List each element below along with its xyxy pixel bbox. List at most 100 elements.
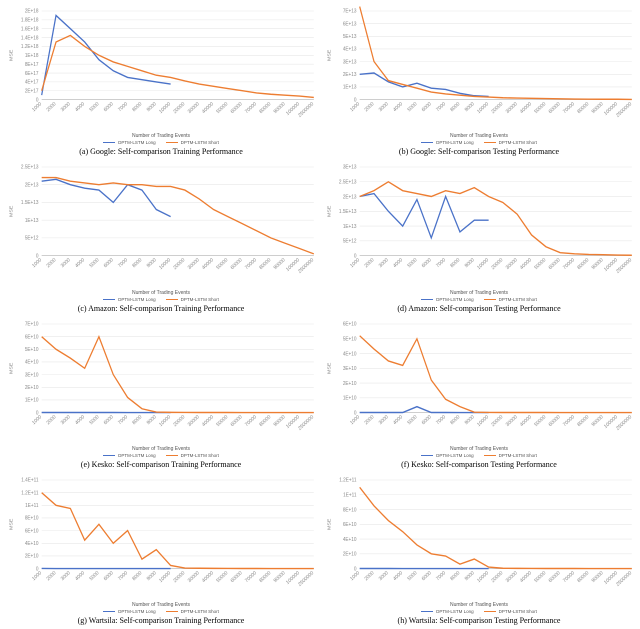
svg-text:6000: 6000: [103, 413, 115, 425]
svg-text:7000: 7000: [435, 570, 447, 582]
svg-text:2E+10: 2E+10: [343, 551, 357, 557]
svg-text:50000: 50000: [215, 257, 229, 271]
svg-text:8000: 8000: [132, 570, 144, 582]
legend-label-short: DPTM-LSTM Short: [499, 453, 537, 458]
svg-text:6E+10: 6E+10: [343, 522, 357, 528]
svg-text:1.4E+11: 1.4E+11: [21, 477, 38, 483]
svg-text:2000: 2000: [364, 101, 376, 113]
svg-text:5000: 5000: [407, 257, 419, 269]
x-axis-label: Number of Trading Events: [450, 446, 508, 452]
svg-text:20000: 20000: [490, 101, 504, 115]
svg-text:70000: 70000: [562, 570, 576, 584]
svg-text:1.4E+18: 1.4E+18: [21, 35, 39, 41]
panel-caption: (e) Kesko: Self-comparison Training Perf…: [81, 460, 241, 469]
svg-text:9000: 9000: [146, 101, 158, 113]
svg-text:3000: 3000: [60, 570, 72, 582]
svg-text:50000: 50000: [533, 101, 547, 115]
svg-text:1E+10: 1E+10: [343, 395, 357, 401]
svg-text:2E+13: 2E+13: [343, 72, 357, 78]
svg-text:40000: 40000: [519, 570, 533, 584]
svg-text:1E+11: 1E+11: [25, 503, 39, 509]
svg-text:1E+10: 1E+10: [25, 397, 39, 403]
svg-text:9000: 9000: [464, 413, 476, 425]
svg-text:9000: 9000: [146, 257, 158, 269]
svg-text:6000: 6000: [103, 257, 115, 269]
svg-text:2E+10: 2E+10: [343, 380, 357, 386]
svg-text:MSE: MSE: [327, 205, 333, 217]
chart-area: 1.4E+111.2E+111E+118E+106E+104E+102E+100…: [4, 473, 318, 601]
legend-label-long: DPTM-LSTM Long: [118, 297, 156, 302]
x-axis-label: Number of Trading Events: [132, 602, 190, 608]
svg-text:4000: 4000: [392, 257, 404, 269]
svg-text:30000: 30000: [505, 257, 519, 271]
svg-text:8000: 8000: [450, 413, 462, 425]
x-axis-label: Number of Trading Events: [132, 446, 190, 452]
svg-text:8000: 8000: [450, 101, 462, 113]
svg-text:5E+12: 5E+12: [343, 239, 357, 245]
svg-text:8000: 8000: [132, 101, 144, 113]
svg-text:8000: 8000: [132, 413, 144, 425]
svg-text:7000: 7000: [435, 413, 447, 425]
legend: DPTM-LSTM LongDPTM-LSTM Short: [103, 609, 219, 614]
svg-text:1.6E+18: 1.6E+18: [21, 26, 39, 32]
svg-text:3000: 3000: [378, 257, 390, 269]
legend: DPTM-LSTM Long DPTM-LSTM Short: [421, 453, 537, 458]
svg-text:5000: 5000: [89, 413, 101, 425]
svg-text:7000: 7000: [435, 101, 447, 113]
svg-text:2E+18: 2E+18: [25, 9, 39, 15]
svg-text:50000: 50000: [215, 570, 229, 584]
svg-text:4E+10: 4E+10: [25, 541, 39, 547]
svg-text:7000: 7000: [117, 413, 129, 425]
svg-text:2500000: 2500000: [297, 101, 315, 119]
svg-text:4E+10: 4E+10: [343, 536, 357, 542]
series-long: [360, 194, 489, 238]
svg-text:6E+13: 6E+13: [343, 21, 357, 27]
svg-text:2500000: 2500000: [297, 570, 315, 588]
legend-label-long: DPTM-LSTM Long: [436, 453, 474, 458]
panel-caption: (b) Google: Self-comparison Testing Perf…: [399, 147, 559, 156]
svg-text:3E+10: 3E+10: [25, 372, 39, 378]
svg-text:70000: 70000: [244, 101, 258, 115]
svg-text:4000: 4000: [74, 570, 86, 582]
svg-text:8000: 8000: [450, 570, 462, 582]
chart-area: 7E+136E+135E+134E+133E+132E+131E+130MSE1…: [322, 4, 636, 132]
svg-text:1000: 1000: [31, 101, 43, 113]
chart-area: 3E+132.5E+132E+131.5E+131E+135E+120MSE10…: [322, 160, 636, 288]
svg-text:30000: 30000: [187, 257, 201, 271]
svg-text:2000: 2000: [46, 570, 58, 582]
series-short: [42, 35, 314, 97]
svg-text:5000: 5000: [89, 570, 101, 582]
legend-item-short: DPTM-LSTM Short: [166, 609, 219, 614]
legend-label-long: DPTM-LSTM Long: [436, 609, 474, 614]
svg-text:6E+10: 6E+10: [25, 528, 39, 534]
svg-text:1E+13: 1E+13: [25, 218, 39, 224]
svg-text:2000: 2000: [46, 413, 58, 425]
svg-text:4000: 4000: [392, 570, 404, 582]
panel-caption: (f) Kesko: Self-comparison Testing Perfo…: [401, 460, 557, 469]
svg-text:2.5E+13: 2.5E+13: [21, 165, 39, 171]
svg-text:10000: 10000: [476, 257, 490, 271]
series-short: [360, 335, 632, 412]
svg-text:4E+17: 4E+17: [25, 79, 39, 85]
svg-text:6000: 6000: [421, 570, 433, 582]
svg-text:60000: 60000: [548, 257, 562, 271]
svg-text:8E+10: 8E+10: [343, 507, 357, 513]
svg-text:7E+10: 7E+10: [25, 321, 39, 327]
svg-text:5000: 5000: [89, 101, 101, 113]
svg-text:80000: 80000: [258, 570, 272, 584]
svg-text:1000: 1000: [349, 101, 361, 113]
svg-text:80000: 80000: [576, 413, 590, 427]
legend-item-long: DPTM-LSTM Long: [421, 140, 474, 145]
svg-text:4E+13: 4E+13: [343, 47, 357, 53]
chart-panel-d: 3E+132.5E+132E+131.5E+131E+135E+120MSE10…: [322, 160, 636, 312]
svg-text:20000: 20000: [172, 570, 186, 584]
svg-text:2500000: 2500000: [615, 101, 633, 119]
svg-text:40000: 40000: [201, 257, 215, 271]
panel-caption: (d) Amazon: Self-comparison Testing Perf…: [397, 304, 560, 313]
svg-text:3000: 3000: [60, 101, 72, 113]
svg-text:10000: 10000: [476, 101, 490, 115]
svg-text:4000: 4000: [392, 413, 404, 425]
svg-text:70000: 70000: [244, 570, 258, 584]
svg-text:7000: 7000: [117, 257, 129, 269]
chart-panel-f: 6E+105E+104E+103E+102E+101E+100MSE100020…: [322, 317, 636, 469]
